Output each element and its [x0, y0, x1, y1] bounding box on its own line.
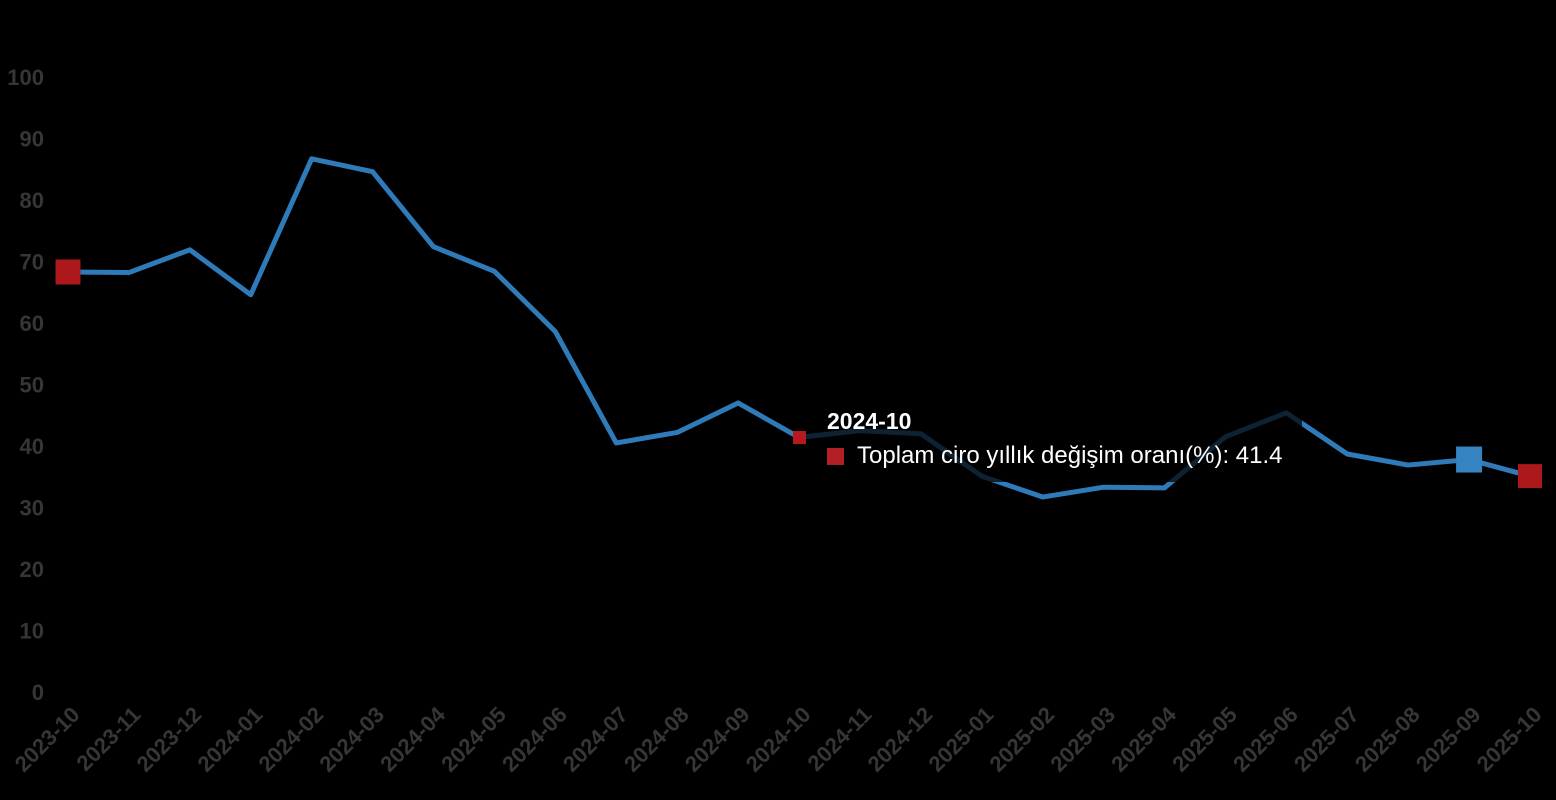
x-axis-label: 2024-07 — [558, 702, 633, 777]
tooltip-row: Toplam ciro yıllık değişim oranı(%): 41.… — [827, 442, 1282, 470]
y-axis-label: 40 — [20, 434, 44, 459]
tooltip-title: 2024-10 — [827, 408, 912, 434]
x-axis-label: 2025-05 — [1167, 702, 1242, 777]
x-axis-label: 2025-08 — [1350, 702, 1425, 777]
y-axis-label: 90 — [20, 127, 44, 152]
series-swatch-icon — [827, 447, 844, 465]
y-axis-label: 50 — [20, 373, 44, 398]
y-axis-label: 70 — [20, 250, 44, 275]
x-axis-label: 2025-06 — [1228, 702, 1303, 777]
tooltip: 2024-10 Toplam ciro yıllık değişim oranı… — [806, 398, 1303, 482]
y-axis-label: 10 — [20, 619, 44, 644]
x-axis-label: 2025-07 — [1289, 702, 1364, 777]
tooltip-text: Toplam ciro yıllık değişim oranı(%): 41.… — [857, 442, 1283, 469]
data-point-marker[interactable] — [1456, 446, 1483, 473]
x-axis-label: 2025-10 — [1472, 702, 1547, 777]
x-axis-label: 2024-08 — [619, 702, 694, 777]
x-axis-label: 2024-03 — [314, 702, 389, 777]
y-axis-label: 30 — [20, 496, 44, 521]
data-point-marker[interactable] — [55, 259, 81, 285]
x-axis-label: 2024-12 — [863, 702, 938, 777]
x-axis-label: 2024-10 — [741, 702, 816, 777]
x-axis-label: 2024-01 — [193, 702, 268, 777]
y-axis-label: 20 — [20, 557, 44, 582]
x-axis-label: 2024-04 — [375, 701, 450, 776]
x-axis-label: 2023-12 — [132, 702, 207, 777]
y-axis-label: 100 — [7, 65, 44, 90]
x-axis-label: 2024-11 — [803, 702, 877, 776]
x-axis-label: 2025-01 — [924, 702, 999, 777]
data-point-marker[interactable] — [1518, 464, 1542, 489]
x-axis-label: 2024-06 — [497, 702, 572, 777]
y-axis-label: 80 — [20, 188, 44, 213]
y-axis-label: 60 — [20, 311, 44, 336]
x-axis-label: 2024-02 — [253, 702, 328, 777]
x-axis-label: 2023-10 — [10, 702, 85, 777]
x-axis-label: 2025-02 — [984, 702, 1059, 777]
x-axis-label: 2025-04 — [1106, 701, 1181, 776]
hovered-point-marker[interactable] — [792, 430, 806, 444]
x-axis-label: 2024-05 — [436, 702, 511, 777]
x-axis-label: 2025-09 — [1411, 702, 1486, 777]
x-axis-label: 2024-09 — [680, 702, 755, 777]
series-line[interactable] — [65, 156, 1533, 500]
x-axis-label: 2023-11 — [72, 702, 146, 776]
x-axis-label: 2025-03 — [1045, 702, 1120, 777]
y-axis-label: 0 — [32, 680, 44, 705]
